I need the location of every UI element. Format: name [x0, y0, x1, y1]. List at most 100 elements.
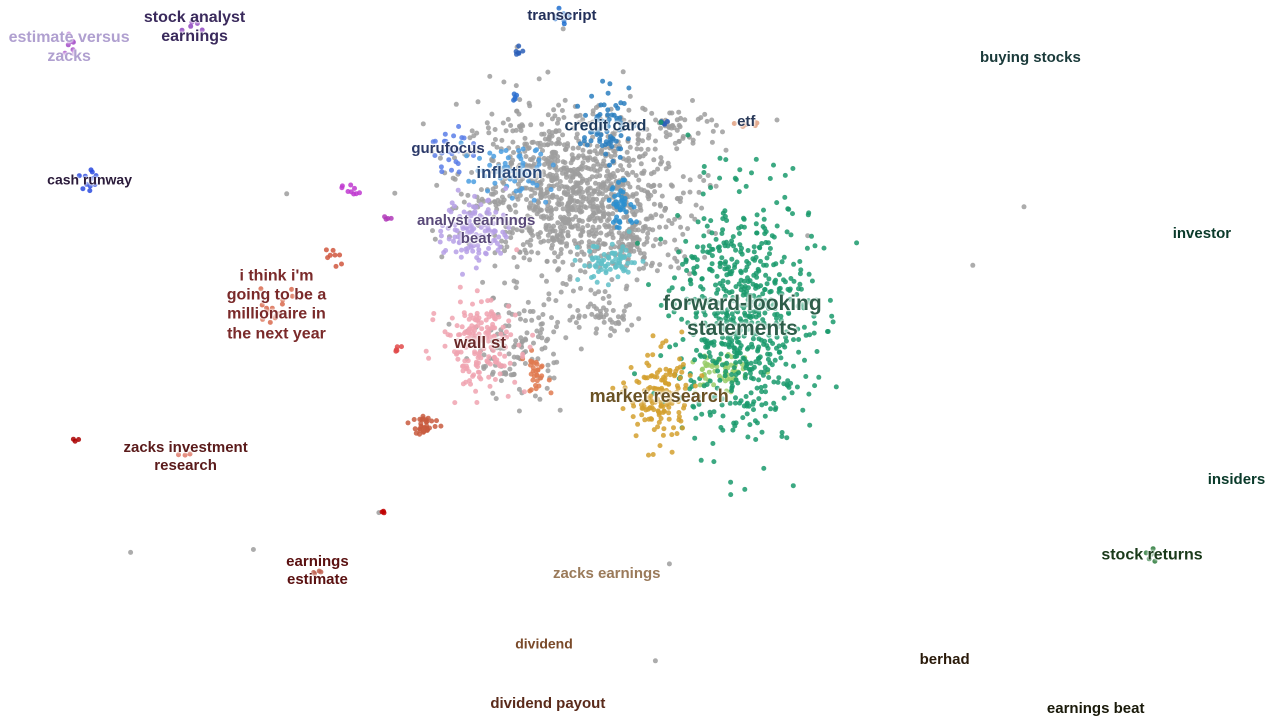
cluster-point: [756, 377, 762, 383]
noise-point: [568, 204, 573, 210]
noise-point: [548, 212, 554, 218]
noise-point: [704, 118, 710, 124]
noise-point: [615, 314, 621, 320]
cluster-point: [692, 322, 698, 328]
noise-point: [692, 216, 698, 222]
noise-point: [601, 181, 607, 187]
noise-point: [420, 121, 426, 127]
cluster-point: [782, 194, 788, 200]
cluster-point: [429, 418, 435, 424]
noise-point: [696, 189, 702, 195]
cluster-point: [692, 435, 698, 441]
cluster-point: [692, 357, 698, 363]
cluster-point: [650, 452, 656, 457]
noise-point: [531, 340, 536, 346]
noise-point: [518, 227, 524, 233]
noise-point: [508, 123, 514, 128]
cluster-point: [658, 119, 664, 125]
cluster-point: [528, 358, 534, 364]
cluster-point: [500, 324, 506, 330]
cluster-point: [534, 378, 540, 384]
cluster-point: [660, 432, 666, 438]
cluster-point: [487, 162, 493, 168]
cluster-point: [645, 406, 651, 412]
noise-point: [663, 224, 669, 230]
noise-point: [555, 201, 561, 207]
noise-point: [669, 110, 675, 116]
cluster-point: [724, 310, 730, 316]
cluster-point: [615, 274, 621, 280]
noise-point: [594, 326, 600, 332]
cluster-point: [692, 383, 698, 389]
noise-point: [555, 140, 561, 145]
noise-point: [658, 125, 663, 131]
cluster-point: [785, 206, 791, 212]
noise-point: [545, 159, 551, 165]
noise-point: [697, 174, 703, 180]
cluster-point: [497, 351, 503, 357]
noise-point: [626, 107, 632, 113]
cluster-point: [716, 300, 722, 306]
cluster-point: [745, 279, 751, 285]
cluster-point: [656, 410, 662, 416]
cluster-point: [605, 107, 611, 113]
cluster-point: [756, 336, 762, 342]
cluster-point: [694, 309, 700, 315]
cluster-point: [758, 258, 763, 264]
noise-point: [575, 199, 581, 204]
noise-point: [539, 326, 545, 332]
noise-point: [636, 177, 642, 183]
cluster-point: [653, 386, 659, 392]
cluster-point: [727, 400, 733, 406]
cluster-point: [656, 419, 662, 425]
cluster-point: [626, 85, 632, 91]
cluster-point: [405, 420, 411, 426]
cluster-point: [701, 164, 707, 169]
cluster-point: [691, 269, 697, 275]
noise-point: [570, 145, 576, 151]
cluster-point: [546, 377, 552, 383]
cluster-point: [485, 338, 491, 344]
cluster-point: [729, 342, 735, 348]
noise-point: [654, 268, 660, 274]
noise-point: [583, 178, 589, 183]
noise-point: [594, 151, 600, 157]
cluster-point: [584, 142, 590, 148]
noise-point: [526, 145, 532, 151]
cluster-point: [701, 170, 707, 175]
noise-point: [587, 214, 593, 220]
cluster-point: [502, 160, 508, 166]
cluster-point: [84, 181, 90, 187]
cluster-point: [766, 276, 772, 282]
noise-point: [560, 259, 566, 265]
cluster-point: [484, 324, 490, 330]
noise-point: [576, 324, 582, 330]
cluster-point: [760, 321, 766, 327]
noise-point: [551, 329, 557, 335]
cluster-point: [446, 236, 452, 242]
cluster-point: [548, 390, 554, 396]
noise-point: [535, 231, 541, 237]
cluster-point: [591, 244, 597, 249]
cluster-point: [332, 252, 338, 258]
cluster-point: [623, 247, 629, 253]
noise-point: [573, 320, 579, 326]
noise-point: [490, 390, 496, 396]
noise-point: [544, 214, 550, 220]
cluster-point: [608, 139, 614, 145]
cluster-point: [603, 571, 609, 577]
cluster-point: [659, 387, 665, 393]
noise-point: [579, 249, 585, 255]
cluster-point: [682, 402, 687, 408]
noise-point: [585, 223, 591, 229]
noise-point: [605, 168, 610, 174]
noise-point: [589, 174, 595, 180]
cluster-point: [629, 220, 635, 225]
noise-point: [491, 214, 497, 220]
noise-point: [598, 149, 604, 155]
noise-point: [618, 163, 624, 169]
cluster-point: [718, 425, 724, 430]
cluster-point: [1150, 546, 1156, 552]
noise-point: [579, 166, 585, 172]
cluster-point: [495, 247, 501, 253]
